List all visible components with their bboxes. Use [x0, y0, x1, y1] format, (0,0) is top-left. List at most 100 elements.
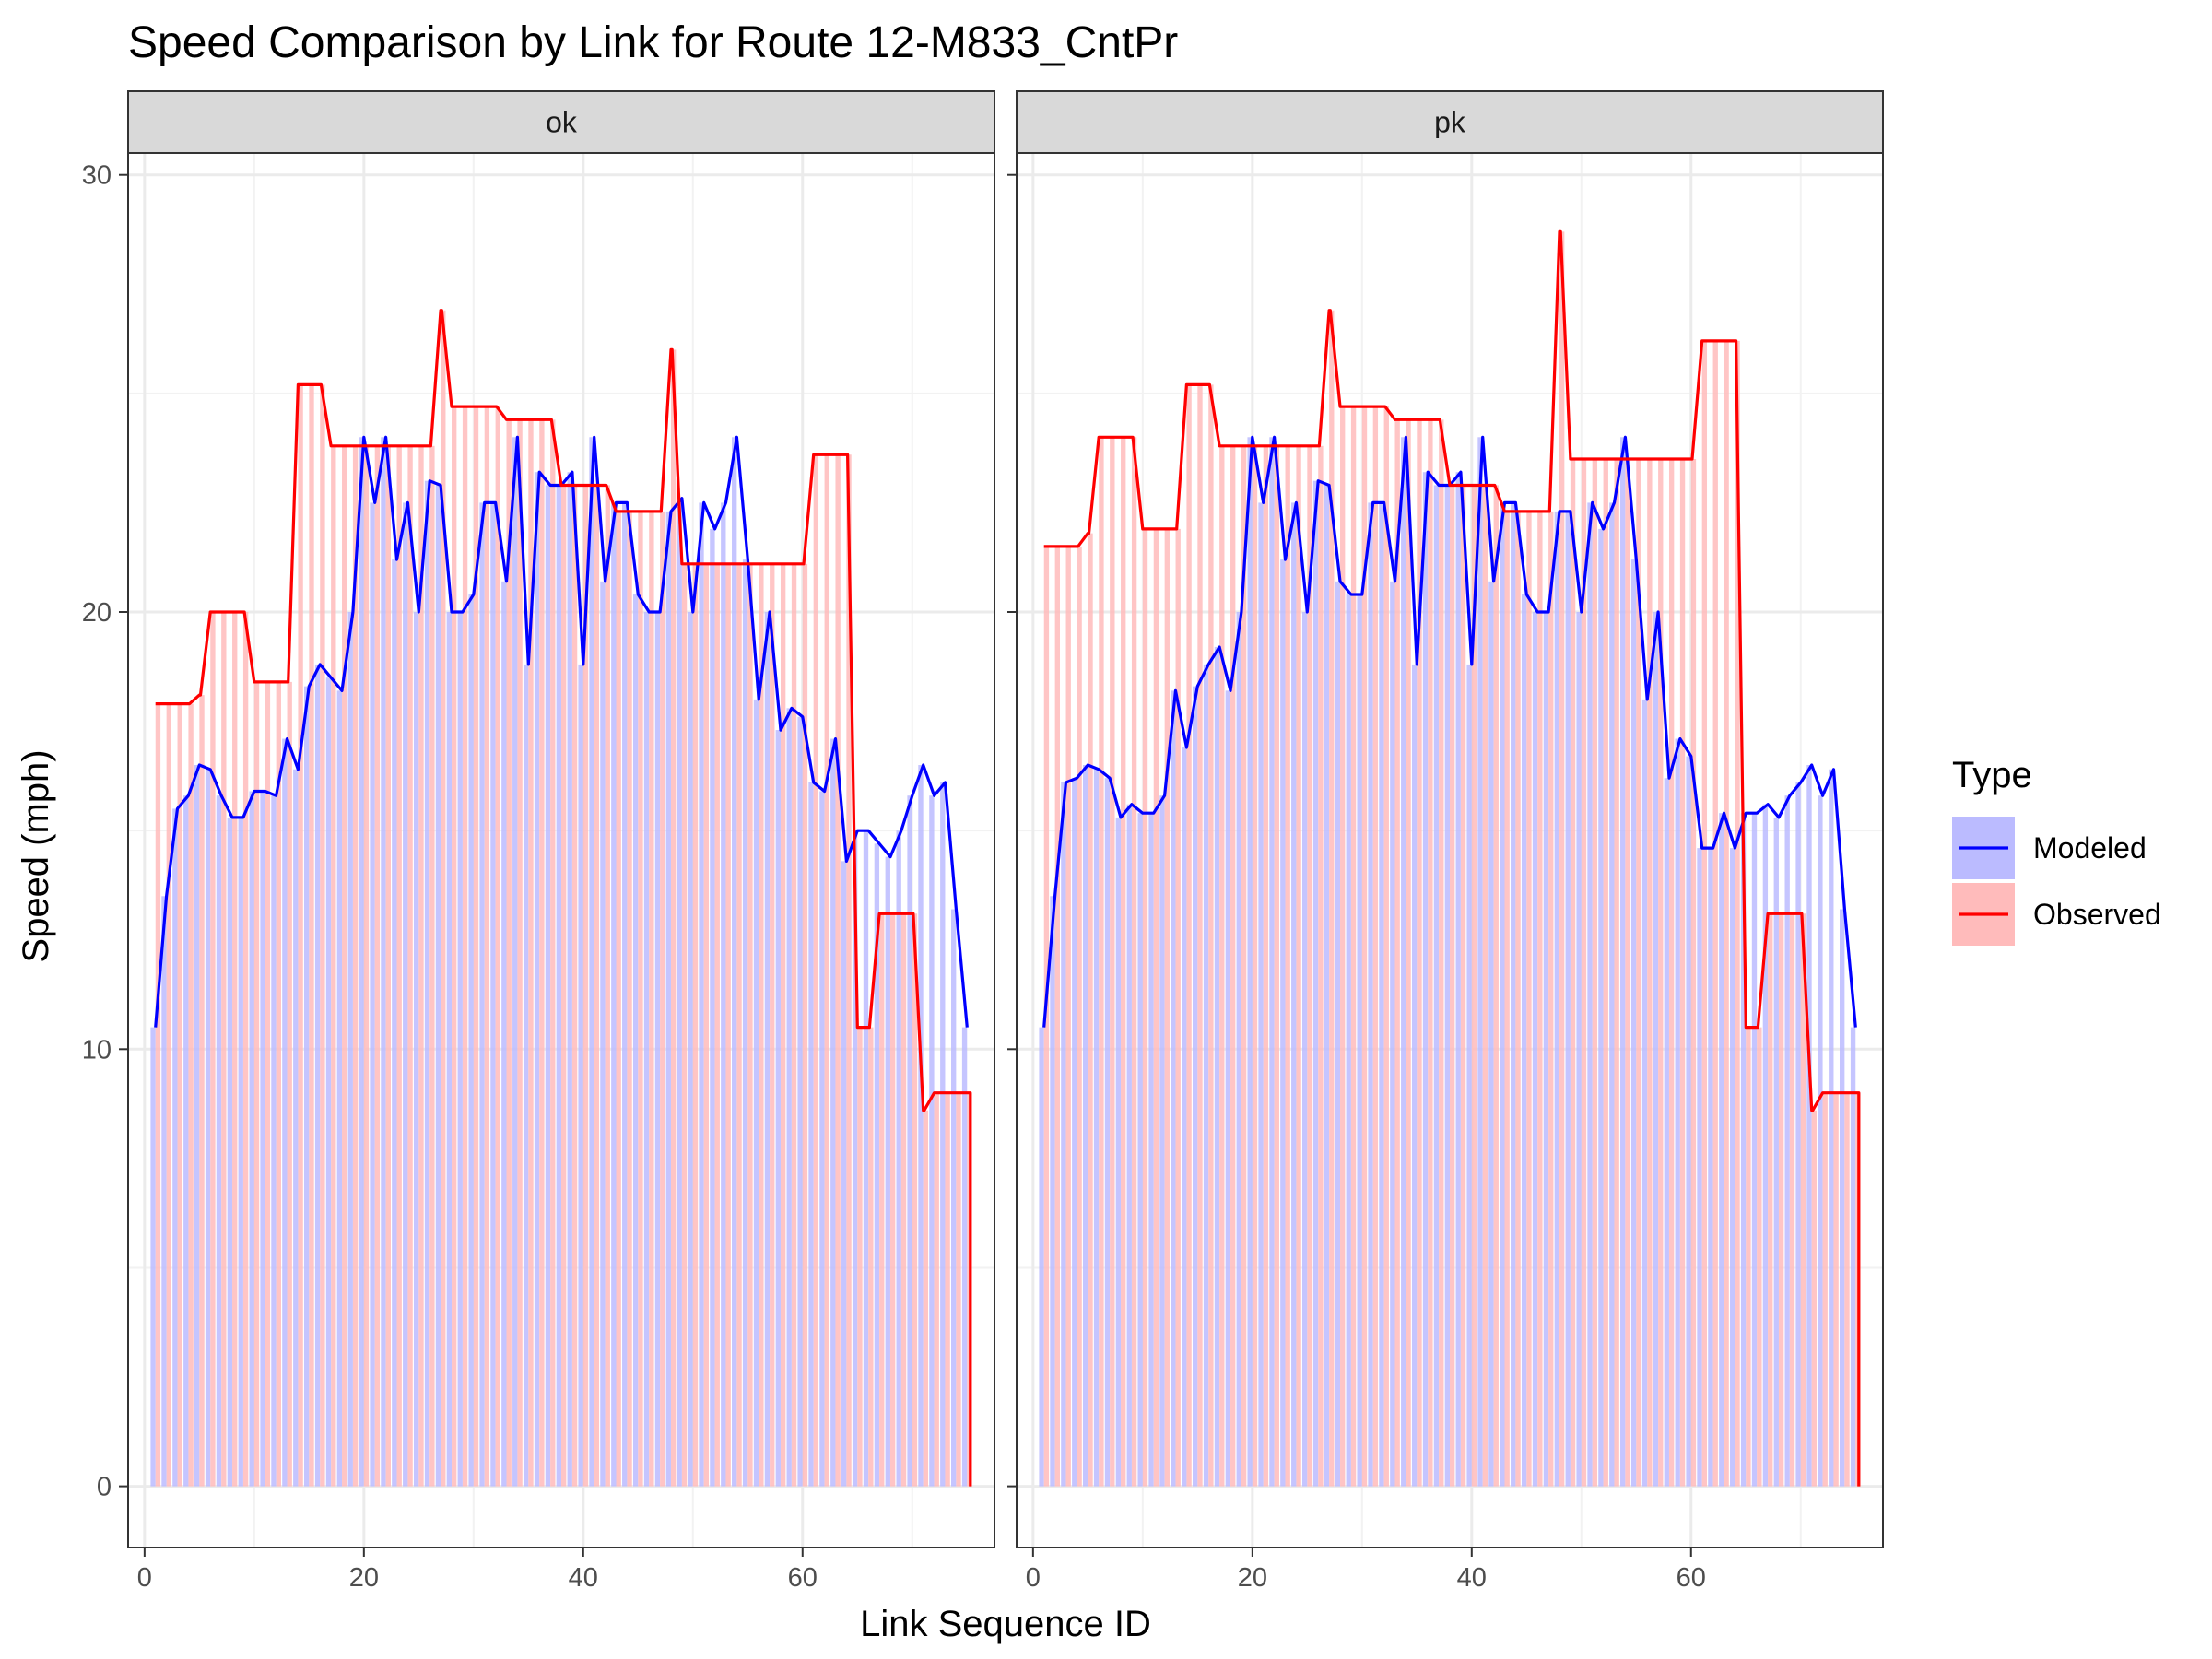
bar-modeled: [1093, 769, 1100, 1487]
bar-modeled: [1401, 437, 1406, 1487]
bar-observed: [1647, 459, 1653, 1487]
legend-entry-observed: Observed: [1952, 883, 2161, 946]
bar-observed: [1493, 485, 1499, 1487]
bar-modeled: [1795, 782, 1801, 1487]
bar-modeled: [1171, 690, 1176, 1487]
bar-observed: [571, 485, 578, 1487]
bar-observed: [780, 563, 786, 1487]
bar-modeled: [1390, 581, 1395, 1487]
bar-observed: [1318, 445, 1324, 1487]
bar-modeled: [336, 690, 343, 1487]
bar-modeled: [490, 502, 496, 1487]
bar-modeled: [1104, 778, 1111, 1487]
bar-observed: [1296, 445, 1301, 1487]
bar-observed: [649, 511, 654, 1487]
bar-observed: [495, 406, 500, 1487]
bar-modeled: [589, 437, 594, 1487]
bar-modeled: [1532, 612, 1538, 1487]
bar-modeled: [1850, 1027, 1856, 1487]
bar-observed: [1383, 406, 1389, 1487]
bar-modeled: [1730, 848, 1735, 1487]
bar-modeled: [260, 791, 265, 1487]
bar-observed: [363, 445, 370, 1487]
bar-modeled: [1082, 765, 1088, 1487]
bar-observed: [462, 406, 468, 1487]
bar-modeled: [688, 612, 693, 1487]
bar-observed: [627, 511, 632, 1487]
bar-modeled: [797, 716, 803, 1487]
bar-observed: [1406, 419, 1411, 1487]
bar-observed: [1077, 546, 1082, 1487]
bar-observed: [802, 563, 808, 1487]
bar-modeled: [1061, 782, 1066, 1487]
bar-observed: [1450, 485, 1455, 1487]
bar-modeled: [852, 830, 858, 1487]
facet-panels: ok 0 20 40 60 0 10 20 30 pk 0 20 40 60: [82, 90, 1884, 1593]
bar-modeled: [1280, 559, 1286, 1487]
bar-observed: [1614, 459, 1619, 1487]
bar-observed: [1712, 340, 1718, 1487]
bar-observed: [265, 681, 271, 1487]
bar-modeled: [808, 782, 814, 1487]
legend-entry-modeled: Modeled: [1952, 817, 2147, 879]
bar-modeled: [1675, 738, 1680, 1487]
y-tick-label: 20: [82, 598, 112, 628]
bar-observed: [681, 563, 688, 1487]
bar-observed: [199, 695, 205, 1487]
bar-observed: [1361, 406, 1368, 1487]
chart-title: Speed Comparison by Link for Route 12-M8…: [128, 18, 1178, 67]
bar-modeled: [764, 612, 771, 1487]
bar-observed: [1724, 340, 1729, 1487]
bar-observed: [1735, 340, 1740, 1487]
bar-modeled: [753, 699, 759, 1487]
bar-observed: [1701, 340, 1708, 1487]
bar-modeled: [1488, 581, 1494, 1487]
bar-modeled: [249, 791, 254, 1487]
bar-modeled: [468, 594, 474, 1487]
y-axis-title: Speed (mph): [16, 749, 56, 962]
bar-observed: [813, 454, 819, 1487]
bar-observed: [1307, 445, 1312, 1487]
bar-observed: [331, 445, 336, 1487]
bar-observed: [242, 612, 249, 1487]
bar-modeled: [1477, 437, 1483, 1487]
bar-observed: [934, 1092, 939, 1487]
bar-observed: [1504, 511, 1510, 1487]
facet-strip: [1016, 90, 1884, 154]
bar-observed: [638, 511, 643, 1487]
bar-modeled: [1818, 795, 1823, 1487]
bar-observed: [1417, 419, 1422, 1487]
bar-observed: [1263, 445, 1269, 1487]
bar-observed: [342, 445, 347, 1487]
bar-observed: [473, 406, 479, 1487]
bar-observed: [276, 681, 281, 1487]
bar-observed: [1679, 459, 1686, 1487]
bar-observed: [385, 445, 391, 1487]
x-axis-title: Link Sequence ID: [860, 1604, 1151, 1644]
bar-observed: [320, 384, 325, 1487]
bar-modeled: [622, 502, 628, 1487]
bar-modeled: [227, 817, 233, 1487]
bar-modeled: [665, 511, 671, 1487]
bar-observed: [1548, 511, 1554, 1487]
bar-modeled: [435, 485, 441, 1487]
bar-modeled: [1598, 528, 1604, 1487]
bar-observed: [287, 681, 292, 1487]
bar-observed: [253, 681, 260, 1487]
x-tick-label: 40: [569, 1563, 598, 1593]
bar-modeled: [961, 1027, 968, 1487]
bar-observed: [452, 406, 457, 1487]
bar-modeled: [293, 769, 299, 1487]
bar-observed: [1844, 1092, 1850, 1487]
bar-modeled: [1708, 848, 1713, 1487]
bar-observed: [418, 445, 424, 1487]
bar-modeled: [732, 437, 737, 1487]
bar-modeled: [347, 612, 353, 1487]
bar-modeled: [446, 612, 453, 1487]
bar-modeled: [907, 795, 912, 1487]
bar-observed: [232, 612, 238, 1487]
bar-observed: [1789, 913, 1795, 1487]
bar-modeled: [1368, 502, 1373, 1487]
legend-entries: Modeled Observed: [1952, 817, 2161, 946]
bar-modeled: [786, 708, 792, 1487]
